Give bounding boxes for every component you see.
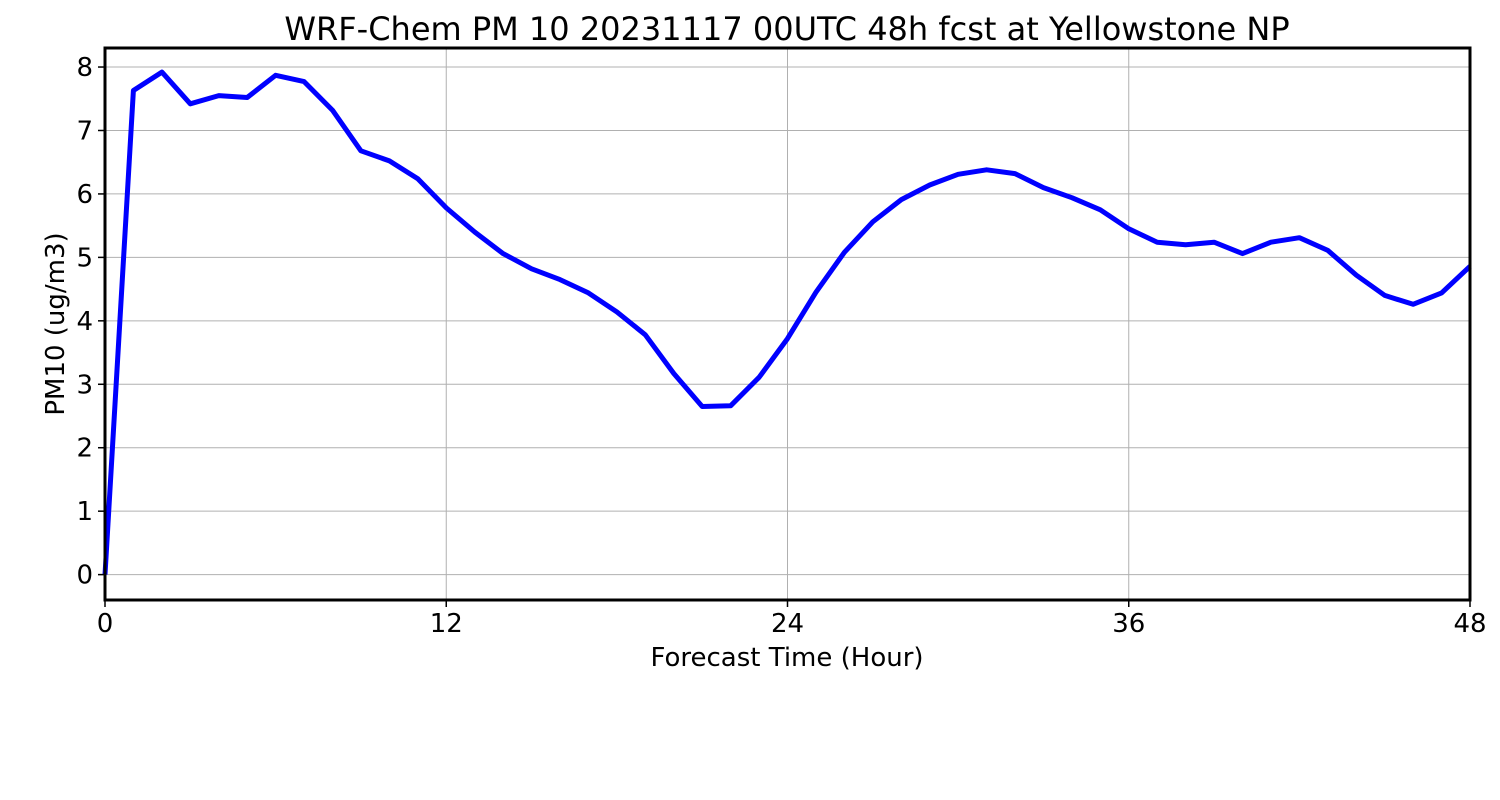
y-tick-label: 2 — [76, 434, 93, 464]
y-tick-label: 3 — [76, 370, 93, 400]
pm10-series-line — [102, 69, 1472, 575]
y-tick-label: 0 — [76, 561, 93, 591]
x-tick-label: 36 — [1112, 609, 1145, 639]
x-tick-label: 0 — [97, 609, 114, 639]
y-tick-label: 4 — [76, 307, 93, 337]
y-tick-label: 8 — [76, 53, 93, 83]
x-tick-label: 12 — [430, 609, 463, 639]
y-tick-label: 1 — [76, 497, 93, 527]
series-layer — [102, 69, 1472, 575]
x-axis-label: Forecast Time (Hour) — [650, 643, 923, 673]
x-tick-label: 48 — [1453, 609, 1486, 639]
x-tick-label: 24 — [771, 609, 804, 639]
y-tick-label: 5 — [76, 243, 93, 273]
y-tick-label: 6 — [76, 180, 93, 210]
chart-title: WRF-Chem PM 10 20231117 00UTC 48h fcst a… — [284, 10, 1289, 48]
grid — [104, 48, 1471, 600]
y-axis-label: PM10 (ug/m3) — [41, 232, 71, 415]
y-tick-label: 7 — [76, 116, 93, 146]
